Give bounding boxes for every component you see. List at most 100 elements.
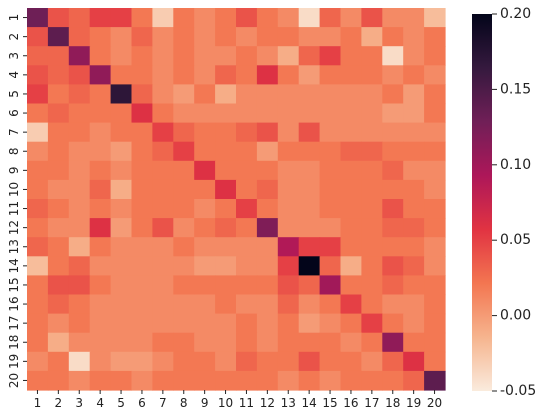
heatmap-cell-r10-c16 bbox=[340, 179, 362, 200]
heatmap-cell-r6-c7 bbox=[152, 103, 174, 124]
colorbar-tick-label: 0.20 bbox=[500, 6, 531, 22]
heatmap-cell-r8-c7 bbox=[152, 141, 174, 162]
heatmap-cell-r5-c16 bbox=[340, 84, 362, 105]
y-tick-label: 20 bbox=[7, 373, 21, 388]
heatmap-cell-r19-c15 bbox=[319, 351, 342, 372]
heatmap-cell-r13-c19 bbox=[403, 237, 425, 257]
x-tick-label: 7 bbox=[159, 396, 167, 410]
heatmap-cell-r13-c13 bbox=[277, 237, 300, 257]
heatmap-cell-r4-c9 bbox=[194, 65, 216, 85]
heatmap-cell-r8-c4 bbox=[89, 141, 112, 162]
heatmap-cell-r3-c17 bbox=[361, 46, 383, 66]
heatmap-cell-r20-c16 bbox=[340, 370, 362, 391]
y-tick-label: 4 bbox=[7, 71, 21, 79]
heatmap-cell-r3-c11 bbox=[236, 46, 258, 66]
heatmap-cell-r9-c1 bbox=[27, 160, 49, 181]
heatmap-cell-r9-c3 bbox=[68, 160, 91, 181]
heatmap-cell-r6-c11 bbox=[236, 103, 258, 124]
heatmap-cell-r8-c3 bbox=[68, 141, 91, 162]
heatmap-cell-r8-c1 bbox=[27, 141, 49, 162]
heatmap-cell-r4-c7 bbox=[152, 65, 174, 85]
heatmap-cell-r9-c13 bbox=[277, 160, 300, 181]
heatmap-cell-r18-c13 bbox=[277, 332, 300, 353]
heatmap-cell-r4-c18 bbox=[382, 65, 404, 85]
heatmap-cell-r18-c20 bbox=[424, 332, 446, 353]
heatmap-cell-r14-c6 bbox=[131, 256, 153, 276]
heatmap-cell-r15-c18 bbox=[382, 275, 404, 296]
x-tick-label: 19 bbox=[406, 396, 421, 410]
heatmap-cell-r18-c4 bbox=[89, 332, 112, 353]
heatmap-cell-r17-c2 bbox=[47, 313, 70, 334]
heatmap-cell-r7-c5 bbox=[110, 122, 133, 143]
heatmap-cell-r3-c16 bbox=[340, 46, 362, 66]
heatmap-cell-r17-c9 bbox=[194, 313, 216, 334]
heatmap-cell-r7-c11 bbox=[236, 122, 258, 143]
heatmap-cell-r3-c18 bbox=[382, 46, 404, 66]
heatmap-cell-r6-c19 bbox=[403, 103, 425, 124]
heatmap-cell-r18-c18 bbox=[382, 332, 404, 353]
heatmap-cell-r1-c9 bbox=[194, 8, 216, 28]
heatmap-cell-r16-c17 bbox=[361, 294, 383, 315]
heatmap-cell-r15-c4 bbox=[89, 275, 112, 296]
heatmap-cell-r6-c2 bbox=[47, 103, 70, 124]
x-tick-label: 1 bbox=[34, 396, 42, 410]
heatmap-cell-r13-c3 bbox=[68, 237, 91, 257]
y-tick-label: 2 bbox=[7, 33, 21, 41]
y-tick-label: 18 bbox=[7, 335, 21, 350]
heatmap-cell-r12-c2 bbox=[47, 218, 70, 238]
heatmap-cell-r17-c19 bbox=[403, 313, 425, 334]
heatmap-cell-r12-c15 bbox=[319, 218, 342, 238]
heatmap-cell-r2-c18 bbox=[382, 27, 404, 47]
heatmap-cell-r16-c5 bbox=[110, 294, 133, 315]
heatmap-cell-r15-c13 bbox=[277, 275, 300, 296]
heatmap-cell-r12-c20 bbox=[424, 218, 446, 238]
heatmap-cell-r2-c15 bbox=[319, 27, 342, 47]
heatmap-cell-r13-c11 bbox=[236, 237, 258, 257]
heatmap-cell-r8-c20 bbox=[424, 141, 446, 162]
heatmap-cell-r5-c6 bbox=[131, 84, 153, 105]
heatmap-cell-r9-c16 bbox=[340, 160, 362, 181]
y-tick-label: 9 bbox=[7, 167, 21, 175]
heatmap-cell-r14-c11 bbox=[236, 256, 258, 276]
heatmap-cell-r14-c2 bbox=[47, 256, 70, 276]
heatmap-cell-r17-c5 bbox=[110, 313, 133, 334]
heatmap-cell-r12-c8 bbox=[173, 218, 195, 238]
heatmap-cell-r1-c16 bbox=[340, 8, 362, 28]
heatmap-cell-r16-c11 bbox=[236, 294, 258, 315]
heatmap-cell-r15-c19 bbox=[403, 275, 425, 296]
heatmap-cell-r2-c9 bbox=[194, 27, 216, 47]
heatmap-cell-r19-c9 bbox=[194, 351, 216, 372]
heatmap-cell-r5-c15 bbox=[319, 84, 342, 105]
x-tick-label: 14 bbox=[302, 396, 317, 410]
heatmap-cell-r16-c19 bbox=[403, 294, 425, 315]
heatmap-cell-r11-c7 bbox=[152, 199, 174, 219]
heatmap-cell-r10-c9 bbox=[194, 179, 216, 200]
heatmap-cell-r16-c20 bbox=[424, 294, 446, 315]
heatmap-cell-r7-c17 bbox=[361, 122, 383, 143]
heatmap-cell-r17-c7 bbox=[152, 313, 174, 334]
heatmap-cell-r1-c1 bbox=[27, 8, 49, 28]
heatmap-cell-r16-c12 bbox=[256, 294, 279, 315]
heatmap-cell-r16-c7 bbox=[152, 294, 174, 315]
colorbar-tick-label: 0.00 bbox=[500, 308, 531, 324]
heatmap-cell-r19-c2 bbox=[47, 351, 70, 372]
heatmap-cell-r17-c16 bbox=[340, 313, 362, 334]
heatmap-cell-r10-c2 bbox=[47, 179, 70, 200]
heatmap-cell-r18-c3 bbox=[68, 332, 91, 353]
heatmap-cell-r12-c1 bbox=[27, 218, 49, 238]
heatmap-cell-r1-c12 bbox=[256, 8, 279, 28]
heatmap-cell-r19-c11 bbox=[236, 351, 258, 372]
heatmap-cell-r11-c16 bbox=[340, 199, 362, 219]
heatmap-cell-r6-c12 bbox=[256, 103, 279, 124]
heatmap-cell-r7-c9 bbox=[194, 122, 216, 143]
heatmap-cell-r17-c10 bbox=[215, 313, 237, 334]
heatmap-cell-r3-c15 bbox=[319, 46, 342, 66]
heatmap-cell-r10-c5 bbox=[110, 179, 133, 200]
colorbar bbox=[472, 14, 492, 391]
y-tick-label: 6 bbox=[7, 109, 21, 117]
heatmap-cell-r2-c1 bbox=[27, 27, 49, 47]
heatmap-cell-r15-c12 bbox=[256, 275, 279, 296]
heatmap-cell-r8-c11 bbox=[236, 141, 258, 162]
heatmap-cell-r2-c13 bbox=[277, 27, 300, 47]
